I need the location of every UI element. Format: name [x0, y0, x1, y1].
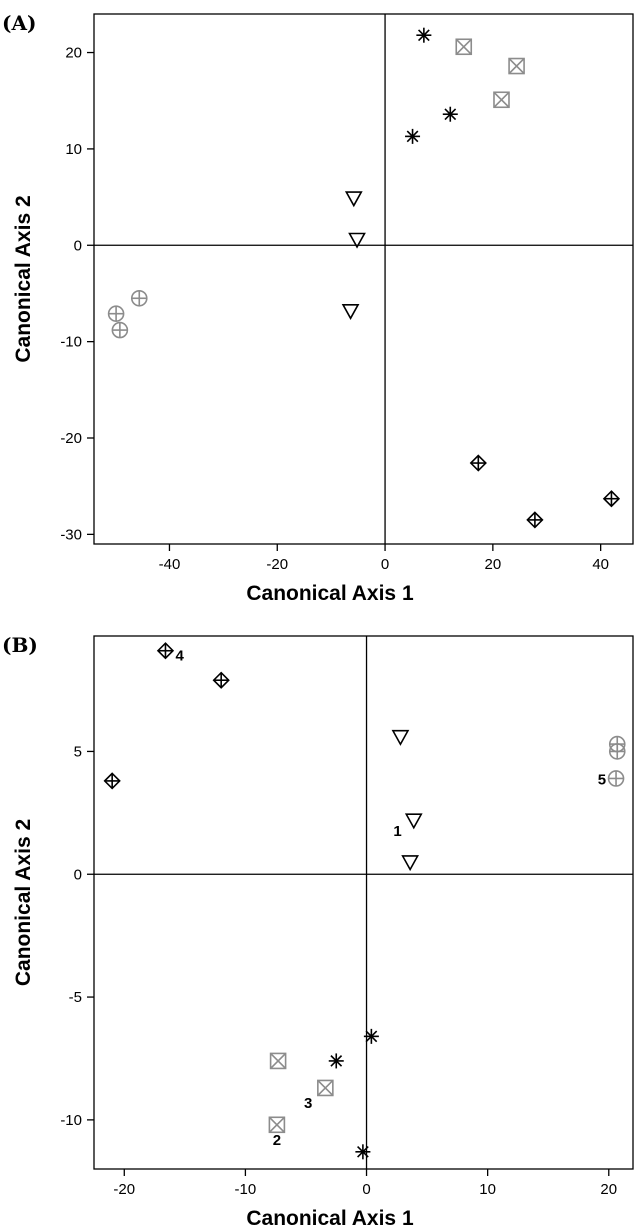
- x-tick-label: 20: [600, 1181, 617, 1198]
- data-point-asterisk: [405, 128, 421, 144]
- point-label: 4: [175, 648, 184, 665]
- data-point-asterisk: [442, 106, 458, 122]
- y-axis-title: Canonical Axis 2: [12, 195, 35, 362]
- x-axis-title: Canonical Axis 1: [246, 1207, 414, 1230]
- x-tick-label: -10: [235, 1181, 257, 1198]
- box-marker: [493, 91, 510, 109]
- data-point-triangle-down: [404, 813, 423, 830]
- point-label: 2: [273, 1132, 281, 1149]
- marker-stroke: [365, 1030, 378, 1043]
- x-tick-label: 20: [485, 556, 502, 573]
- data-point-asterisk: [416, 27, 432, 43]
- data-point-diamond-plus: [103, 772, 121, 790]
- plot-frame: [93, 635, 634, 1170]
- point-label: 1: [393, 823, 401, 840]
- triangle-marker: [348, 232, 366, 249]
- panel-label: (A): [2, 11, 36, 35]
- data-point-diamond-plus: [526, 511, 544, 529]
- y-tick-label: 20: [65, 45, 82, 62]
- data-point-triangle-down: [401, 855, 419, 872]
- marker-stroke: [268, 1116, 285, 1133]
- marker-stroke: [493, 91, 510, 108]
- data-point-box-x: [493, 91, 510, 109]
- y-tick-label: -5: [69, 989, 82, 1006]
- data-point-circle-plus: [608, 743, 626, 760]
- x-tick-label: 0: [381, 556, 389, 573]
- data-point-triangle-down: [344, 191, 363, 208]
- x-tick-label: -20: [113, 1181, 135, 1198]
- y-tick-label: -20: [60, 430, 82, 447]
- x-axis-title: Canonical Axis 1: [246, 582, 414, 605]
- triangle-marker: [391, 729, 410, 746]
- panel-label: (B): [2, 633, 38, 657]
- marker-stroke: [270, 1052, 287, 1069]
- triangle-marker: [344, 191, 363, 208]
- data-point-triangle-down: [341, 303, 360, 320]
- box-marker: [508, 57, 525, 75]
- data-point-diamond-plus: [156, 642, 175, 660]
- data-point-asterisk: [328, 1053, 344, 1069]
- marker-stroke: [444, 108, 457, 121]
- marker-stroke: [455, 38, 472, 55]
- triangle-marker: [404, 813, 423, 830]
- plot-frame: [93, 13, 634, 545]
- data-point-box-x: [317, 1079, 334, 1097]
- x-tick-label: -40: [159, 556, 181, 573]
- box-marker: [455, 38, 473, 56]
- data-point-box-x: [508, 57, 525, 75]
- y-tick-label: -30: [60, 526, 82, 543]
- triangle-marker: [401, 855, 419, 872]
- box-marker: [268, 1116, 286, 1134]
- data-point-box-x: [269, 1052, 287, 1070]
- marker-stroke: [508, 57, 525, 75]
- marker-stroke: [357, 1145, 369, 1158]
- y-tick-label: 5: [74, 743, 82, 760]
- y-tick-label: 0: [74, 866, 82, 883]
- data-point-circle-plus: [111, 321, 129, 339]
- data-point-asterisk: [363, 1028, 379, 1044]
- data-point-diamond-plus: [212, 671, 230, 689]
- x-tick-label: -20: [266, 556, 288, 573]
- data-point-triangle-down: [348, 232, 366, 249]
- data-point-diamond-plus: [469, 454, 487, 472]
- x-tick-label: 40: [592, 556, 609, 573]
- y-tick-label: -10: [60, 1112, 82, 1129]
- y-tick-label: 10: [65, 141, 82, 158]
- y-tick-label: 0: [74, 237, 82, 254]
- data-point-box-x: [455, 38, 473, 56]
- point-label: 5: [598, 771, 606, 788]
- y-tick-label: -10: [60, 334, 82, 351]
- marker-stroke: [406, 130, 419, 143]
- marker-stroke: [330, 1055, 343, 1067]
- scatter-panel-a: (A) -40 -20 0 20 40 -30 -20 -10 0 10 20 Canonical Ax…: [2, 11, 634, 605]
- x-tick-label: 0: [362, 1181, 370, 1198]
- point-label: 3: [304, 1095, 312, 1112]
- box-marker: [317, 1079, 334, 1097]
- box-marker: [269, 1052, 287, 1070]
- data-point-circle-plus: [607, 770, 625, 787]
- data-point-circle-plus: [130, 289, 148, 307]
- data-point-asterisk: [355, 1144, 371, 1160]
- data-point-triangle-down: [391, 729, 410, 746]
- marker-stroke: [317, 1079, 334, 1097]
- marker-stroke: [417, 29, 430, 42]
- triangle-marker: [341, 303, 360, 320]
- y-axis-title: Canonical Axis 2: [12, 819, 35, 986]
- data-point-diamond-plus: [602, 490, 621, 508]
- x-tick-label: 10: [479, 1181, 496, 1198]
- data-point-circle-plus: [107, 305, 125, 322]
- data-point-box-x: [268, 1116, 286, 1134]
- scatter-panel-b: (B) -20 -10 0 10 20 -10 -5 0 5 Canonical Axis 1 Can…: [2, 633, 634, 1230]
